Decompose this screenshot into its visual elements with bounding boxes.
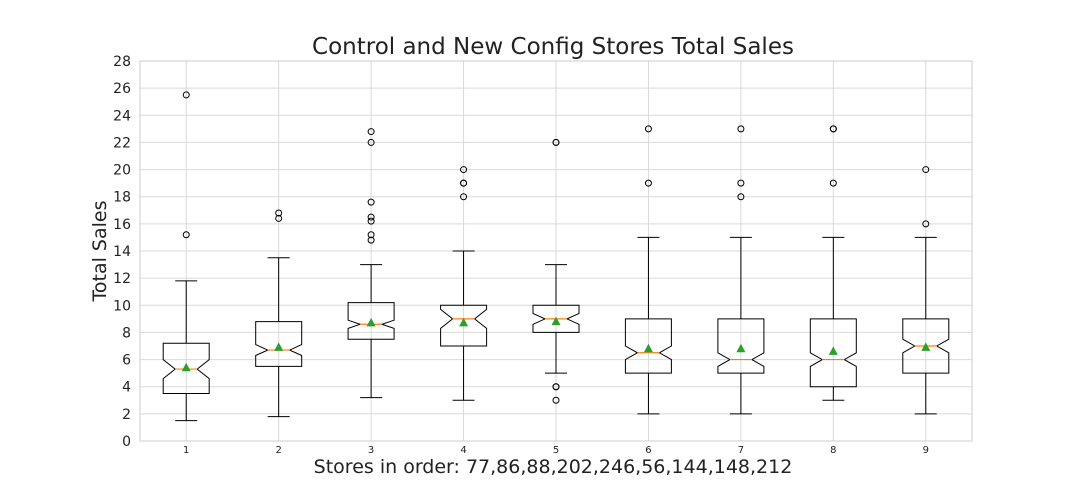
x-tick-label: 1 — [183, 445, 189, 456]
outlier-point — [737, 193, 745, 201]
mean-marker — [921, 342, 931, 351]
outlier-point — [460, 193, 468, 201]
notched-box — [717, 318, 765, 374]
outlier-point — [552, 383, 560, 391]
x-tick-label: 5 — [553, 445, 559, 456]
outlier-point — [460, 179, 468, 187]
notched-box — [624, 318, 672, 374]
outlier-point — [737, 179, 745, 187]
notched-box — [440, 304, 488, 347]
box-group-8 — [809, 125, 857, 401]
outlier-point — [182, 91, 190, 99]
notched-box — [532, 304, 580, 333]
mean-marker — [181, 362, 191, 372]
outlier-point — [182, 231, 190, 239]
mean-marker — [736, 343, 746, 353]
y-tick-label: 4 — [122, 380, 131, 396]
notched-box — [162, 342, 210, 394]
y-tick-label: 0 — [122, 434, 131, 450]
x-axis-label: Stores in order: 77,86,88,202,246,56,144… — [314, 456, 793, 478]
x-tick-label: 8 — [830, 445, 836, 456]
mean-marker — [274, 342, 284, 351]
y-tick-label: 12 — [113, 271, 131, 287]
outlier-point — [552, 138, 560, 146]
outlier-point — [922, 220, 930, 228]
box-group-2 — [255, 209, 303, 418]
y-tick-label: 2 — [122, 407, 131, 423]
x-tick-label: 2 — [275, 445, 281, 456]
outlier-point — [644, 179, 652, 187]
box-group-5 — [532, 138, 580, 404]
notched-box — [902, 318, 950, 374]
outlier-point — [275, 209, 283, 217]
y-tick-label: 6 — [122, 353, 131, 369]
y-tick-label: 8 — [122, 325, 131, 341]
outlier-point — [922, 166, 930, 174]
box-group-4 — [440, 166, 488, 401]
box-group-7 — [717, 125, 765, 415]
chart-title: Control and New Config Stores Total Sale… — [312, 34, 794, 60]
mean-marker — [459, 317, 469, 327]
y-tick-label: 14 — [113, 244, 131, 260]
y-tick-label: 20 — [113, 163, 131, 179]
x-axis-ticks: 1 2 3 4 5 6 7 8 9 — [183, 445, 929, 456]
notched-box — [809, 318, 857, 388]
y-tick-label: 18 — [113, 190, 131, 206]
outlier-point — [552, 396, 560, 404]
outlier-point — [367, 138, 375, 146]
mean-marker — [643, 343, 653, 353]
outlier-point — [367, 198, 375, 206]
y-tick-label: 26 — [113, 81, 131, 97]
y-tick-label: 22 — [113, 135, 131, 151]
outlier-point — [460, 166, 468, 174]
y-tick-label: 10 — [113, 298, 131, 314]
outlier-point — [367, 217, 375, 225]
y-tick-label: 28 — [113, 54, 131, 70]
outlier-point — [367, 213, 375, 221]
x-tick-label: 9 — [923, 445, 929, 456]
box-group-9 — [902, 166, 950, 415]
x-tick-label: 4 — [460, 445, 466, 456]
x-tick-label: 3 — [368, 445, 374, 456]
outlier-point — [367, 231, 375, 239]
plot-area-frame — [139, 60, 973, 442]
notched-box — [255, 321, 303, 367]
x-tick-label: 7 — [738, 445, 744, 456]
mean-marker — [551, 316, 561, 326]
box-group-6 — [624, 125, 672, 415]
mean-marker — [366, 317, 376, 327]
y-tick-label: 24 — [113, 108, 131, 124]
box-group-3 — [347, 128, 395, 399]
outlier-point — [829, 125, 837, 133]
outlier-point — [644, 125, 652, 133]
outlier-point — [737, 125, 745, 133]
boxes — [162, 91, 950, 422]
y-tick-label: 16 — [113, 217, 131, 233]
outlier-point — [367, 128, 375, 136]
x-tick-label: 6 — [645, 445, 651, 456]
box-group-1 — [162, 91, 210, 422]
outlier-point — [829, 179, 837, 187]
outlier-point — [367, 236, 375, 244]
mean-marker — [828, 346, 838, 355]
notched-box — [347, 302, 395, 340]
y-axis-label: Total Sales — [89, 201, 111, 303]
outlier-point — [275, 214, 283, 222]
